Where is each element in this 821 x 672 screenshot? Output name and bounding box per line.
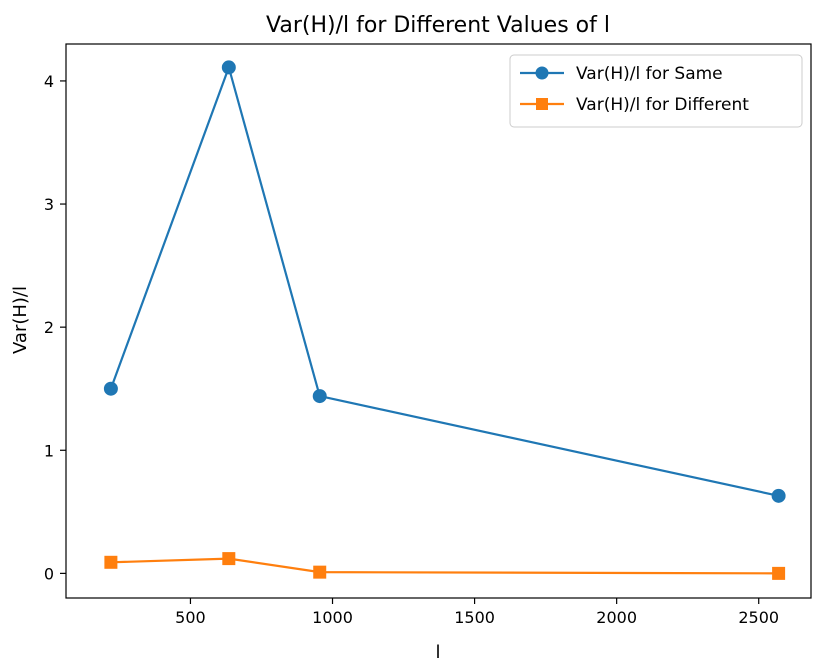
data-point [104,555,118,569]
x-tick-label: 1500 [454,608,495,627]
legend-item: Var(H)/l for Different [520,95,749,115]
legend-label: Var(H)/l for Different [576,95,749,115]
plot-frame [65,43,812,599]
y-tick-label: 2 [44,318,54,337]
x-tick-label: 500 [175,608,206,627]
x-axis: 500 1000 1500 2000 2500 [175,598,779,627]
legend-box [509,54,803,128]
data-point [772,566,786,580]
x-tick-label: 2500 [738,608,779,627]
series-same [103,60,786,503]
y-axis: 0 1 2 3 4 [44,72,66,583]
data-point [312,389,327,404]
legend-marker [536,98,548,110]
legend: Var(H)/l for Same Var(H)/l for Different [509,54,803,128]
chart-title: Var(H)/l for Different Values of l [266,13,610,38]
series-line [109,557,780,575]
data-point [771,488,786,503]
plot-area [65,43,812,599]
x-tick-label: 1000 [312,608,353,627]
y-tick-label: 3 [44,195,54,214]
y-tick-label: 4 [44,72,54,91]
y-tick-label: 0 [44,564,54,583]
series-different [104,552,786,580]
data-point [222,552,236,566]
legend-item: Var(H)/l for Same [520,64,723,84]
x-tick-label: 2000 [596,608,637,627]
series-layer [103,60,786,580]
legend-marker [535,66,549,80]
data-point [313,565,327,579]
series-line [109,66,780,497]
data-point [103,381,118,396]
x-axis-label: l [435,642,440,663]
y-axis-label: Var(H)/l [10,286,31,354]
data-point [221,60,236,75]
legend-label: Var(H)/l for Same [576,64,723,84]
y-tick-label: 1 [44,441,54,460]
